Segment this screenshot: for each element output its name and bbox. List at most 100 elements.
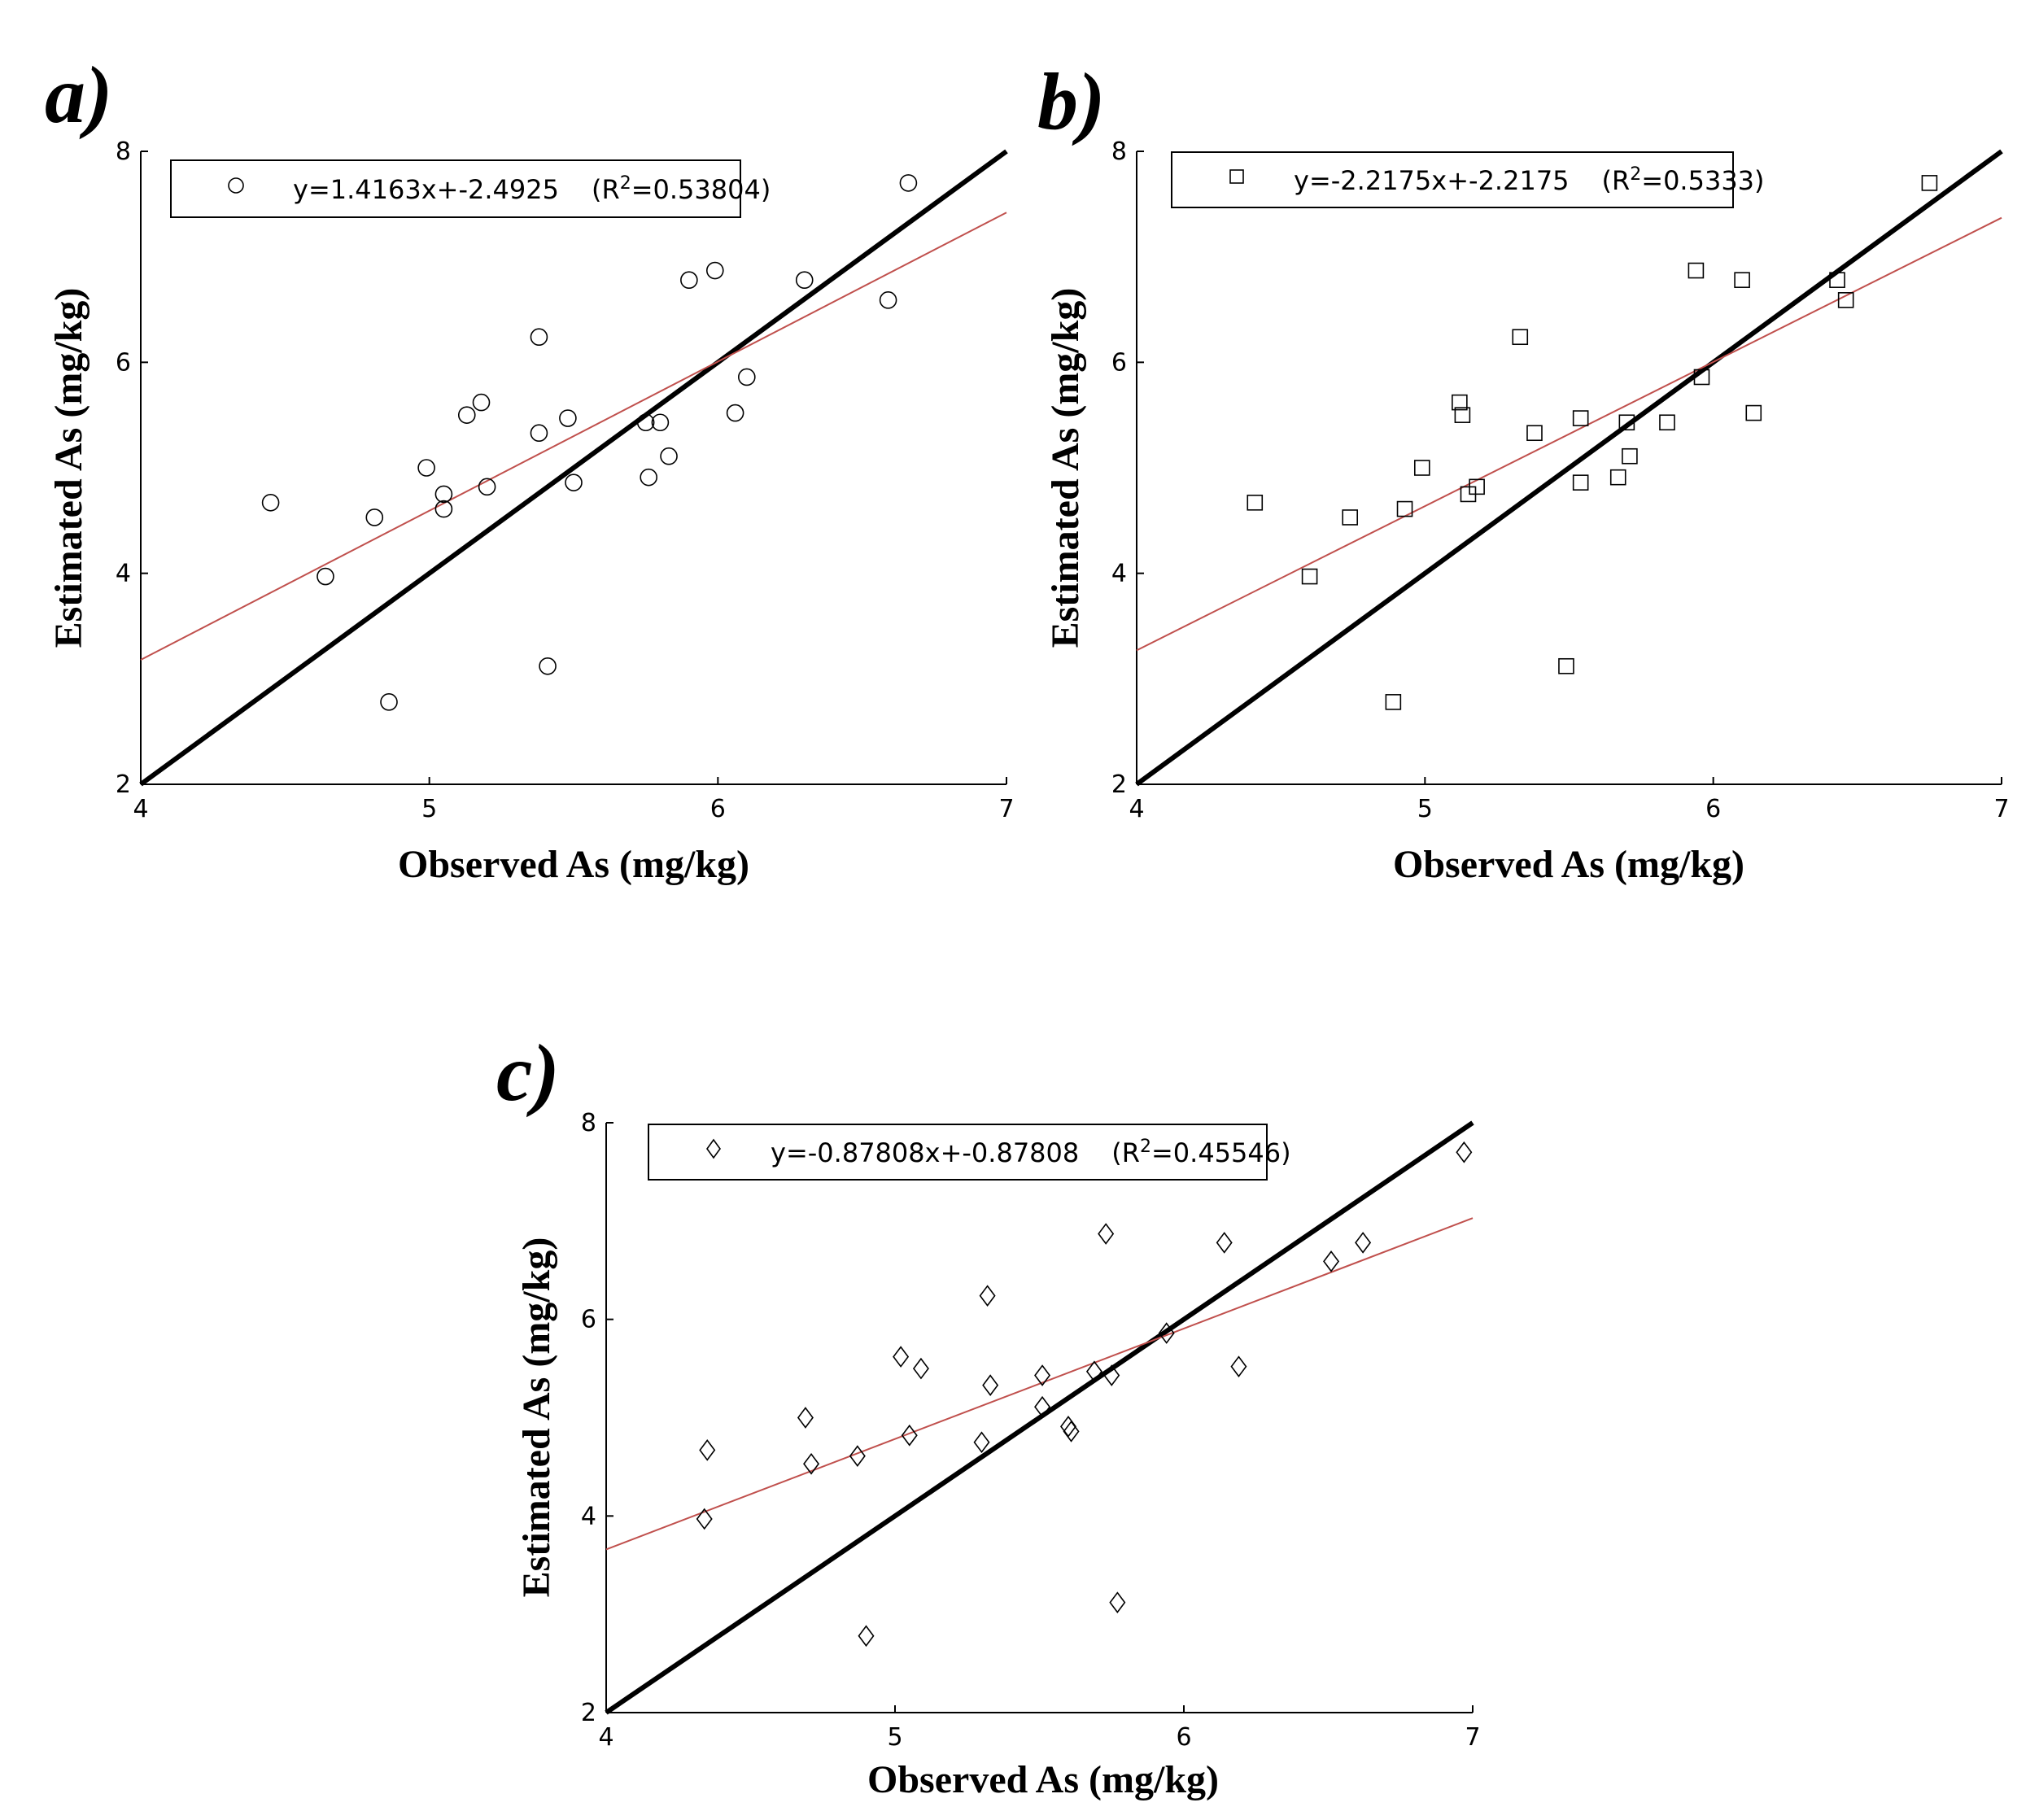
data-point (1512, 329, 1529, 346)
legend-r2-prefix: (R (1602, 165, 1631, 196)
data-point (539, 657, 557, 675)
fit-line (140, 212, 1007, 661)
identity-line (139, 149, 1008, 787)
data-point (1452, 394, 1468, 411)
x-tick-label: 5 (887, 1723, 902, 1752)
data-point (803, 1452, 820, 1475)
data-point (1323, 1250, 1340, 1272)
y-axis-label: Estimated As (mg/kg) (47, 288, 90, 648)
data-point (1085, 1360, 1102, 1383)
legend-marker (706, 1138, 721, 1159)
data-point (982, 1374, 999, 1396)
data-point (699, 1439, 716, 1461)
data-point (1734, 272, 1750, 288)
y-tick-label: 8 (581, 1109, 596, 1137)
data-point (1609, 469, 1626, 486)
data-point (1469, 478, 1485, 495)
y-tick-label: 4 (1111, 560, 1127, 588)
data-point (849, 1445, 866, 1467)
data-point (901, 1424, 918, 1447)
legend-r2-superscript: 2 (1630, 164, 1641, 185)
data-point (1103, 1364, 1120, 1386)
data-point (1109, 1591, 1126, 1613)
x-axis-label: Observed As (mg/kg) (1393, 843, 1744, 886)
x-axis-label: Observed As (mg/kg) (867, 1758, 1219, 1801)
x-tick-label: 6 (1176, 1723, 1191, 1752)
x-tick-label: 7 (1993, 795, 2009, 823)
data-point (1230, 1355, 1247, 1377)
legend-r2-prefix: (R (1111, 1137, 1140, 1168)
y-tick-label: 2 (581, 1699, 596, 1727)
data-point (565, 474, 583, 491)
data-point (472, 393, 491, 412)
data-point (417, 459, 435, 477)
data-point (973, 1431, 990, 1454)
data-point (1158, 1322, 1175, 1344)
y-tick-label: 8 (1111, 137, 1127, 166)
data-point (559, 409, 577, 427)
data-point (696, 1508, 713, 1530)
data-point (457, 406, 476, 424)
data-point (651, 413, 670, 432)
legend-r2-value: =0.5333) (1641, 165, 1764, 196)
data-point (317, 567, 334, 586)
x-tick-label: 4 (133, 795, 148, 823)
legend-text: y=-0.87808x+-0.87808 (R2=0.45546) (771, 1137, 1291, 1168)
data-point (530, 424, 548, 443)
data-point (636, 413, 655, 432)
data-point (1342, 509, 1359, 526)
data-point (680, 271, 698, 289)
legend-text: y=-2.2175x+-2.2175 (R2=0.5333) (1294, 164, 1765, 196)
x-tick-label: 5 (1417, 795, 1433, 823)
legend-marker (228, 177, 244, 194)
legend-box (648, 1124, 1268, 1181)
data-point (434, 500, 453, 518)
fit-line (1136, 216, 2002, 652)
legend-r2-prefix: (R (592, 174, 620, 205)
y-tick-label: 6 (1111, 348, 1127, 377)
panel-label: b) (1037, 56, 1105, 146)
data-point (1301, 568, 1318, 585)
legend-equation: y=-0.87808x+-0.87808 (771, 1137, 1079, 1168)
y-tick-label: 8 (116, 137, 131, 166)
data-point (1558, 657, 1574, 674)
data-point (365, 508, 384, 526)
y-tick-label: 4 (581, 1502, 596, 1530)
legend-box (1171, 151, 1734, 208)
data-point (380, 693, 398, 711)
data-point (1659, 414, 1675, 431)
x-tick-label: 7 (998, 795, 1014, 823)
data-point (1572, 410, 1589, 426)
y-axis-label: Estimated As (mg/kg) (515, 1237, 558, 1598)
y-axis-label: Estimated As (mg/kg) (1044, 288, 1087, 648)
x-tick-label: 7 (1465, 1723, 1480, 1752)
legend-box (170, 159, 741, 218)
data-point (1572, 474, 1589, 491)
data-point (660, 447, 678, 465)
data-point (1063, 1421, 1080, 1442)
panel-label: a) (45, 50, 112, 140)
data-point (1413, 460, 1430, 476)
data-point (434, 485, 453, 504)
x-axis-label: Observed As (mg/kg) (398, 843, 749, 886)
data-point (795, 271, 814, 289)
data-point (726, 404, 744, 422)
panel-label: c) (496, 1028, 560, 1118)
legend-text: y=1.4163x+-2.4925 (R2=0.53804) (293, 173, 771, 205)
data-point (1216, 1232, 1233, 1254)
legend-marker (1229, 169, 1244, 184)
data-point (1622, 447, 1638, 465)
data-point (1837, 292, 1854, 308)
legend-equation: y=-2.2175x+-2.2175 (1294, 165, 1570, 196)
legend-r2-value: =0.45546) (1151, 1137, 1291, 1168)
data-point (1693, 369, 1710, 386)
data-point (912, 1357, 929, 1380)
data-point (478, 478, 496, 496)
y-tick-label: 6 (116, 348, 131, 377)
data-point (737, 368, 756, 386)
y-tick-label: 2 (1111, 770, 1127, 799)
